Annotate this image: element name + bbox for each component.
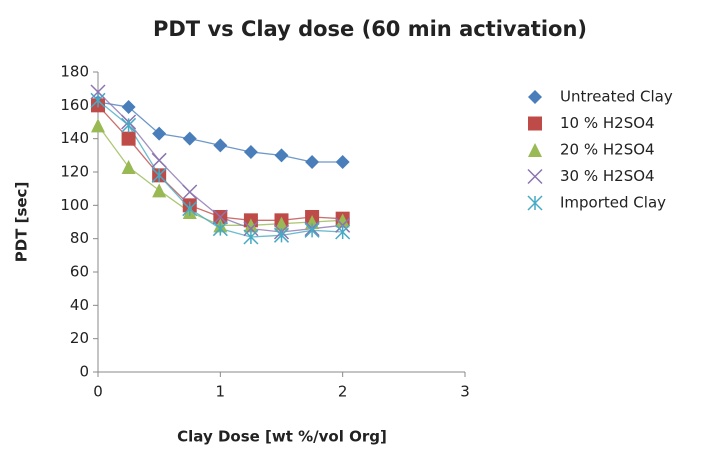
legend-label: Untreated Clay bbox=[560, 88, 673, 106]
x-tick-label: 3 bbox=[460, 383, 470, 401]
point bbox=[212, 209, 228, 225]
point bbox=[91, 118, 105, 133]
point bbox=[121, 117, 137, 133]
y-tick-label: 160 bbox=[60, 96, 89, 114]
point bbox=[273, 227, 290, 243]
legend-marker bbox=[527, 195, 543, 211]
y-tick-label: 180 bbox=[60, 63, 89, 81]
y-tick-label: 140 bbox=[60, 129, 89, 147]
point bbox=[121, 100, 136, 114]
point bbox=[151, 152, 167, 168]
point bbox=[121, 131, 136, 146]
y-tick-label: 0 bbox=[79, 363, 89, 381]
legend-marker bbox=[528, 143, 542, 157]
legend-label: 10 % H2SO4 bbox=[560, 114, 655, 132]
point bbox=[243, 218, 258, 233]
point bbox=[152, 126, 167, 141]
legend-label: 30 % H2SO4 bbox=[560, 167, 655, 185]
x-tick-label: 2 bbox=[338, 383, 348, 401]
y-axis-title: PDT [sec] bbox=[13, 182, 31, 263]
point bbox=[335, 213, 350, 228]
chart-title: PDT vs Clay dose (60 min activation) bbox=[153, 17, 587, 41]
point bbox=[335, 224, 351, 240]
y-tick-label: 120 bbox=[60, 163, 89, 181]
y-tick-label: 60 bbox=[70, 263, 89, 281]
y-tick-label: 20 bbox=[70, 329, 89, 347]
point bbox=[213, 138, 228, 153]
x-axis-title: Clay Dose [wt %/vol Org] bbox=[177, 428, 387, 446]
point bbox=[212, 221, 228, 237]
point bbox=[335, 155, 350, 169]
y-tick-label: 80 bbox=[70, 229, 89, 247]
point bbox=[243, 145, 258, 159]
point bbox=[305, 155, 320, 169]
point bbox=[90, 92, 106, 108]
legend-label: 20 % H2SO4 bbox=[560, 141, 655, 159]
point bbox=[152, 183, 167, 198]
y-tick-label: 100 bbox=[60, 196, 89, 214]
legend-label: Imported Clay bbox=[560, 194, 666, 212]
y-tick-label: 40 bbox=[70, 296, 89, 314]
legend-marker bbox=[528, 90, 542, 104]
x-tick-label: 0 bbox=[93, 383, 103, 401]
point bbox=[182, 184, 198, 200]
point bbox=[274, 216, 289, 231]
legend-marker bbox=[527, 168, 543, 185]
point bbox=[274, 148, 289, 163]
x-tick-label: 1 bbox=[216, 383, 226, 401]
point bbox=[304, 222, 320, 238]
point bbox=[182, 131, 197, 146]
point bbox=[182, 201, 198, 217]
legend-marker bbox=[528, 116, 542, 131]
point bbox=[151, 167, 167, 183]
point bbox=[121, 160, 136, 174]
point bbox=[243, 229, 259, 245]
